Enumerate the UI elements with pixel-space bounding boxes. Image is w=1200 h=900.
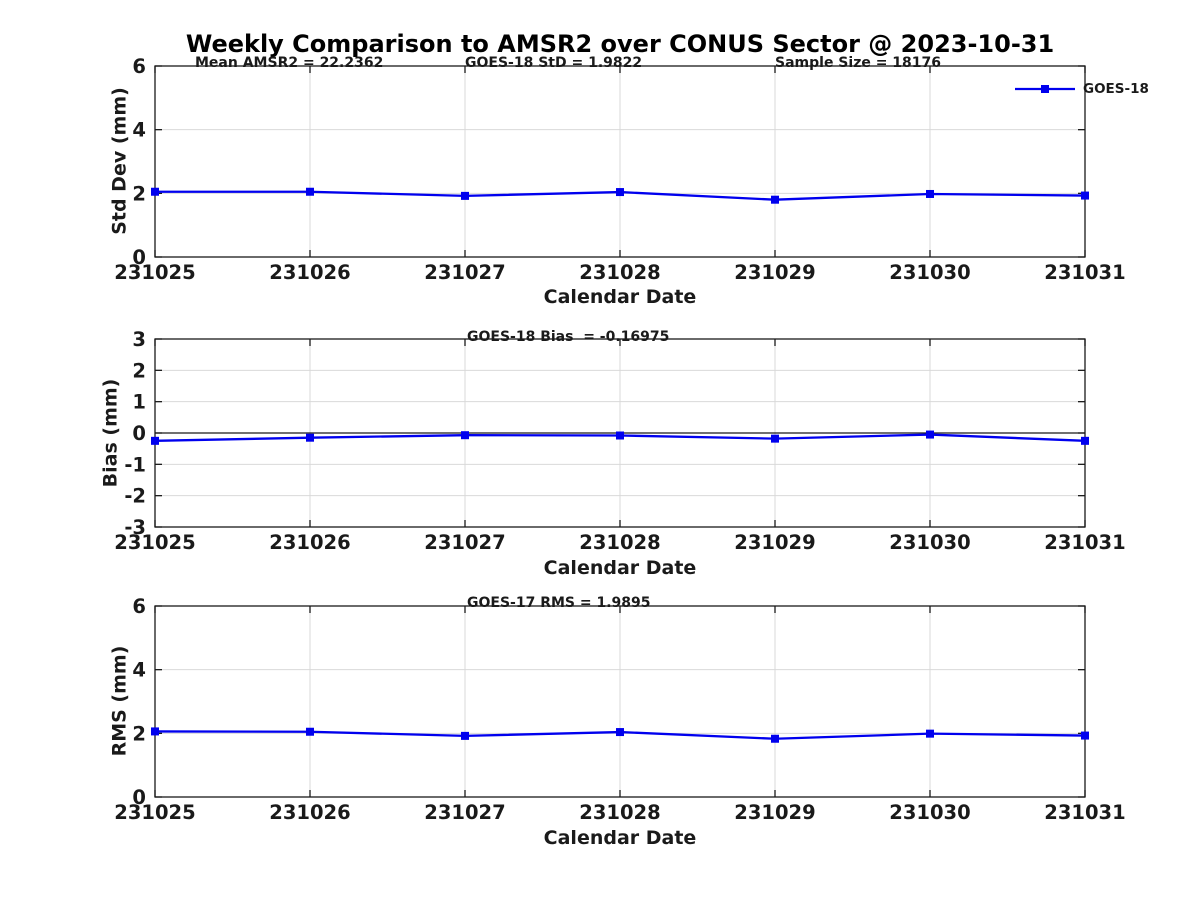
y-axis-label-std-dev: Std Dev (mm) [108,87,131,235]
data-point-marker [151,727,159,736]
data-point-marker [306,433,314,442]
x-tick-label: 231028 [579,261,660,284]
legend: GOES-18 [1013,81,1149,97]
x-tick-label: 231029 [734,801,815,824]
x-tick-label: 231027 [424,261,505,284]
x-tick-label: 231025 [114,261,195,284]
x-tick-label: 231030 [889,531,970,554]
x-axis-label-3: Calendar Date [543,827,697,849]
x-tick-label: 231031 [1044,801,1125,824]
y-tick-label: 6 [132,55,146,78]
y-tick-label: 4 [132,119,146,142]
data-point-marker [771,195,779,204]
y-tick-label: 4 [132,659,146,682]
data-point-marker [926,189,934,198]
y-axis-label-rms: RMS (mm) [108,645,131,757]
x-tick-label: 231025 [114,531,195,554]
y-tick-label: 2 [132,182,146,205]
y-tick-label: -2 [124,485,146,508]
x-tick-label: 231029 [734,261,815,284]
subplot-std-dev: 231025 231026 231027 231028 231029 231030 2310… [114,55,1125,284]
legend-label: GOES-18 [1083,81,1149,97]
x-tick-label: 231028 [579,531,660,554]
data-point-marker [461,431,469,440]
x-tick-label: 231027 [424,801,505,824]
y-tick-label: 0 [132,786,146,809]
y-tick-label: 2 [132,359,146,382]
x-tick-label: 231030 [889,261,970,284]
data-point-marker [616,431,624,440]
data-point-marker [616,728,624,737]
x-tick-label: 231026 [269,801,350,824]
data-point-marker [926,430,934,439]
y-axis-label-bias: Bias (mm) [99,378,122,488]
y-tick-label: -1 [124,453,146,476]
y-tick-label: 1 [132,391,146,414]
x-tick-label: 231026 [269,531,350,554]
x-tick-label: 231026 [269,261,350,284]
y-tick-label: -3 [124,516,146,539]
data-point-marker [306,187,314,196]
annotation-mean-amsr2: Mean AMSR2 = 22.2362 [195,55,384,71]
x-tick-label: 231029 [734,531,815,554]
x-axis-label-2: Calendar Date [543,557,697,579]
data-point-marker [151,187,159,196]
chart-title: Weekly Comparison to AMSR2 over CONUS Se… [185,30,1055,58]
x-tick-label: 231030 [889,801,970,824]
subplot-rms: 231025 231026 231027 231028 231029 231030 2310… [114,595,1125,824]
x-axis-label-1: Calendar Date [543,286,697,308]
y-tick-label: 0 [132,422,146,445]
annotation-goes18-std: GOES-18 StD = 1.9822 [465,55,643,71]
data-point-marker [1081,191,1089,200]
data-point-marker [771,434,779,443]
data-point-marker [771,734,779,743]
legend-line-icon [1015,85,1075,94]
data-point-marker [461,731,469,740]
x-tick-label: 231031 [1044,261,1125,284]
y-tick-label: 0 [132,246,146,269]
annotation-sample-size: Sample Size = 18176 [775,55,942,71]
annotation-goes18-bias: GOES-18 Bias = -0.16975 [467,329,670,345]
x-tick-label: 231031 [1044,531,1125,554]
subplot-bias: 231025 231026 231027 231028 231029 231030 2310… [114,328,1125,554]
x-tick-label: 231027 [424,531,505,554]
data-point-marker [306,727,314,736]
x-tick-label: 231025 [114,801,195,824]
data-point-marker [616,188,624,197]
y-tick-label: 3 [132,328,146,351]
data-point-marker [151,436,159,445]
data-point-marker [926,729,934,738]
y-tick-label: 6 [132,595,146,618]
x-tick-label: 231028 [579,801,660,824]
annotation-goes17-rms: GOES-17 RMS = 1.9895 [467,595,651,611]
data-point-marker [461,191,469,200]
data-point-marker [1081,436,1089,445]
data-point-marker [1081,731,1089,740]
y-tick-label: 2 [132,722,146,745]
